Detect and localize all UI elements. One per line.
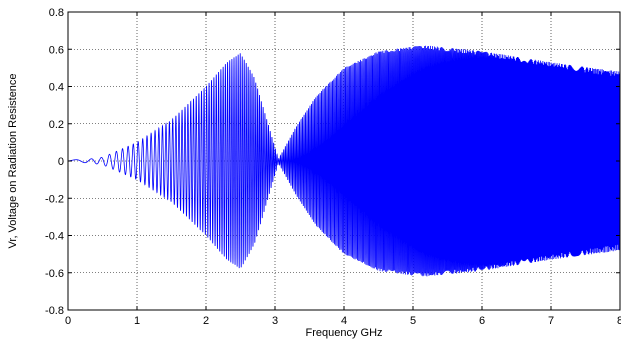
x-tick-label: 7: [548, 315, 554, 327]
y-tick-label: -0.2: [45, 193, 64, 205]
y-tick-label: 0: [58, 156, 64, 168]
x-tick-label: 4: [341, 315, 347, 327]
x-tick-label: 1: [134, 315, 140, 327]
x-tick-label: 2: [203, 315, 209, 327]
y-axis-label: Vr, Voltage on Radiation Resistence: [7, 73, 19, 248]
ticks: 0 1 2 3 4 5 6 7 8 -0.8 -0.6 -0.4 -0.2 0 0.2 0.4 0.6 0.8: [45, 7, 621, 327]
x-tick-label: 8: [617, 315, 621, 327]
x-tick-label: 3: [272, 315, 278, 327]
y-tick-label: 0.4: [49, 82, 64, 94]
y-tick-label: 0.2: [49, 119, 64, 131]
y-tick-label: -0.4: [45, 231, 64, 243]
y-tick-label: -0.8: [45, 305, 64, 317]
data-layer: [67, 45, 621, 277]
x-axis-label: Frequency GHz: [305, 327, 382, 339]
x-tick-label: 0: [65, 315, 71, 327]
x-tick-label: 5: [410, 315, 416, 327]
y-tick-label: 0.8: [49, 7, 64, 19]
x-tick-label: 6: [479, 315, 485, 327]
y-tick-label: 0.6: [49, 44, 64, 56]
signal-line: [67, 45, 621, 277]
y-tick-label: -0.6: [45, 268, 64, 280]
